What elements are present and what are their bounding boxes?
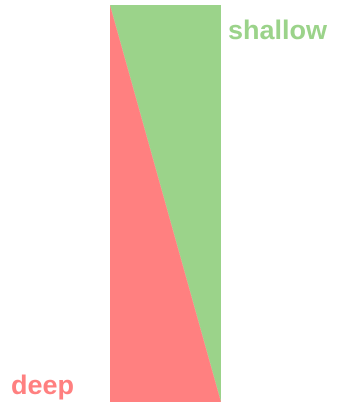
deep-region (110, 5, 221, 402)
shallow-label: shallow (228, 15, 328, 45)
deep-label: deep (11, 370, 75, 400)
